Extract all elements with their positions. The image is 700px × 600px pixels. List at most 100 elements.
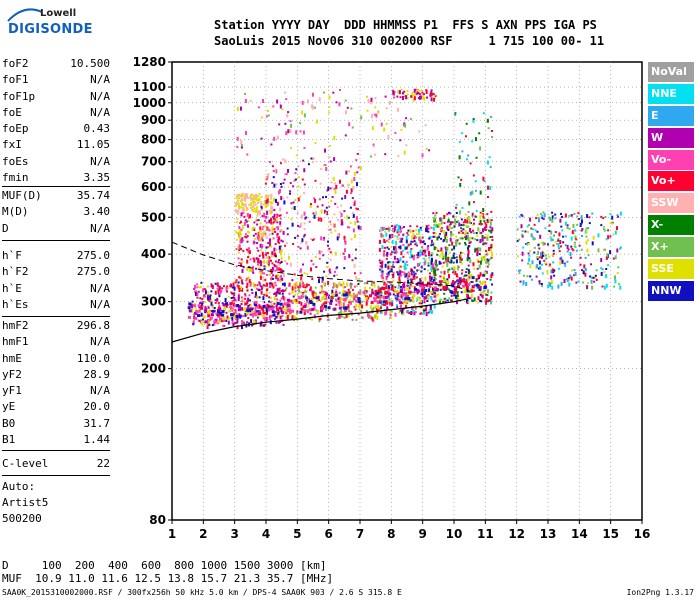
echo-point bbox=[355, 275, 358, 280]
echo-point bbox=[468, 201, 471, 206]
param-row: C-level 22 bbox=[2, 456, 110, 472]
echo-point bbox=[408, 278, 411, 281]
echo-point bbox=[419, 312, 422, 315]
echo-point bbox=[551, 215, 554, 220]
legend-item-nnw: NNW bbox=[648, 280, 694, 301]
trace-point bbox=[218, 308, 222, 312]
echo-point bbox=[396, 238, 399, 241]
echo-point bbox=[430, 244, 433, 247]
echo-point bbox=[310, 259, 313, 262]
trace-point bbox=[324, 301, 328, 305]
trace-point bbox=[292, 299, 296, 303]
echo-point bbox=[306, 299, 308, 302]
echo-point bbox=[247, 250, 250, 253]
echo-point bbox=[271, 165, 274, 168]
echo-point bbox=[211, 285, 214, 289]
echo-point bbox=[603, 229, 606, 232]
echo-point bbox=[287, 111, 290, 114]
echo-point bbox=[293, 315, 296, 320]
echo-point bbox=[416, 89, 418, 92]
echo-point bbox=[380, 233, 383, 238]
divider bbox=[2, 450, 110, 451]
echo-point bbox=[261, 215, 264, 218]
echo-point bbox=[421, 277, 424, 280]
echo-point bbox=[590, 263, 592, 266]
echo-point bbox=[575, 238, 578, 241]
echo-point bbox=[394, 289, 396, 291]
echo-point bbox=[609, 213, 612, 216]
echo-point bbox=[489, 221, 492, 226]
echo-point bbox=[460, 224, 463, 227]
echo-point bbox=[466, 232, 469, 235]
echo-point bbox=[278, 241, 281, 244]
echo-point bbox=[398, 90, 401, 95]
echo-point bbox=[268, 291, 271, 294]
echo-point bbox=[257, 194, 260, 197]
echo-point bbox=[439, 250, 442, 252]
echo-point bbox=[446, 278, 449, 281]
echo-point bbox=[428, 288, 431, 293]
echo-point bbox=[561, 259, 564, 264]
echo-point bbox=[474, 248, 477, 253]
echo-point bbox=[460, 178, 463, 181]
trace-point bbox=[251, 313, 255, 316]
echo-point bbox=[540, 256, 543, 259]
echo-point bbox=[402, 282, 405, 287]
echo-point bbox=[455, 242, 458, 247]
echo-point bbox=[443, 281, 446, 284]
echo-point bbox=[340, 309, 343, 314]
echo-point bbox=[326, 189, 329, 192]
echo-point bbox=[216, 322, 219, 325]
x-tick-label: 4 bbox=[262, 527, 270, 541]
trace-point bbox=[421, 288, 424, 292]
echo-point bbox=[310, 290, 313, 293]
trace-point bbox=[337, 300, 341, 304]
echo-point bbox=[618, 283, 621, 286]
echo-point bbox=[223, 305, 226, 310]
echo-point bbox=[489, 257, 492, 260]
echo-point bbox=[260, 196, 263, 198]
trace-point bbox=[233, 304, 237, 308]
echo-point bbox=[273, 318, 276, 320]
echo-point bbox=[454, 221, 457, 226]
echo-point bbox=[244, 312, 247, 317]
echo-point bbox=[236, 145, 239, 148]
echo-point bbox=[265, 176, 268, 179]
echo-point bbox=[584, 272, 587, 277]
echo-point bbox=[245, 193, 248, 197]
echo-point bbox=[299, 291, 302, 294]
echo-point bbox=[394, 226, 397, 228]
echo-point bbox=[421, 246, 424, 249]
echo-point bbox=[304, 217, 307, 220]
echo-point bbox=[294, 172, 297, 175]
echo-point bbox=[466, 293, 469, 298]
echo-point bbox=[582, 281, 585, 284]
echo-point bbox=[428, 256, 431, 259]
echo-point bbox=[441, 256, 444, 258]
echo-point bbox=[294, 236, 297, 239]
lowell-digisonde-logo: Lowell DIGISONDE bbox=[4, 6, 93, 40]
echo-point bbox=[278, 267, 280, 270]
echo-point bbox=[326, 211, 328, 216]
echo-point bbox=[312, 92, 314, 97]
echo-point bbox=[270, 195, 273, 198]
echo-point bbox=[433, 276, 436, 279]
echo-point bbox=[448, 268, 451, 271]
echo-point bbox=[416, 269, 419, 272]
echo-point bbox=[391, 299, 394, 302]
echo-point bbox=[483, 220, 486, 223]
echo-point bbox=[214, 290, 217, 295]
echo-point bbox=[586, 214, 589, 218]
echo-point bbox=[208, 320, 211, 323]
echo-point bbox=[607, 264, 610, 267]
echo-point bbox=[468, 275, 471, 280]
echo-point bbox=[241, 239, 244, 242]
echo-point bbox=[329, 187, 332, 190]
echo-point bbox=[272, 284, 275, 289]
echo-point bbox=[381, 274, 384, 279]
echo-point bbox=[444, 260, 447, 263]
echo-point bbox=[260, 270, 263, 273]
echo-point bbox=[547, 284, 550, 289]
trace-point bbox=[423, 296, 427, 300]
echo-point bbox=[271, 251, 274, 256]
